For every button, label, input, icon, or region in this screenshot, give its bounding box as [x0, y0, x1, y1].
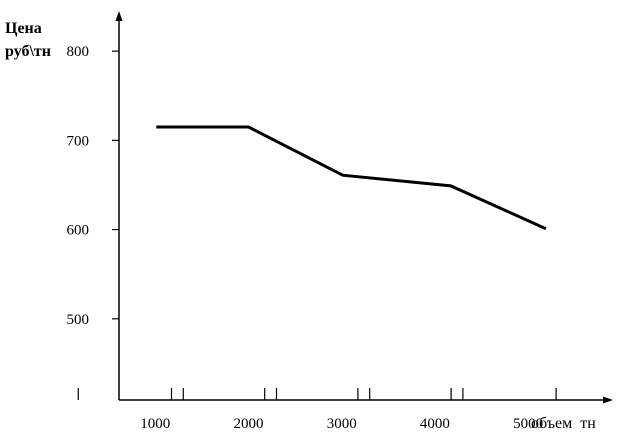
y-axis-arrow	[115, 11, 123, 21]
y-axis-title-line1: Цена	[5, 20, 42, 37]
y-ticks: 500 600 700 800	[67, 44, 119, 328]
x-tick-label: 4000	[420, 416, 450, 432]
axes	[115, 11, 613, 404]
series-line	[156, 125, 547, 231]
x-axis-arrow	[603, 396, 613, 404]
y-tick-label: 800	[67, 44, 90, 60]
x-ticks: 1000 2000 3000 4000 5000	[77, 388, 557, 432]
x-tick-label: 2000	[233, 416, 263, 432]
y-tick-label: 600	[67, 223, 90, 239]
x-tick-label: 5000	[513, 416, 543, 432]
y-axis-title-line2: руб\тн	[5, 43, 51, 60]
x-tick-label: 3000	[327, 416, 357, 432]
y-tick-label: 500	[67, 312, 90, 328]
y-tick-label: 700	[67, 133, 90, 149]
x-tick-label: 1000	[140, 416, 170, 432]
x-axis-title: объем тн	[531, 415, 596, 432]
